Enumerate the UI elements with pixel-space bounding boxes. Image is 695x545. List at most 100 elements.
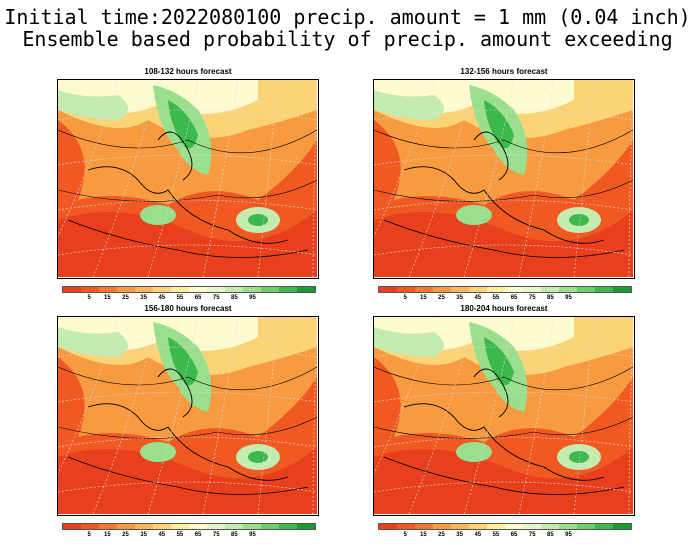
colorbar-label: 25 xyxy=(122,532,129,538)
subtitle: Ensemble based probability of precip. am… xyxy=(22,27,673,51)
colorbar-label: 45 xyxy=(158,295,166,301)
forecast-panel-156-180: 156-180 hours forecast 5 15 25 35 45 55 65 75 85… xyxy=(57,304,319,544)
colorbar-swatch xyxy=(297,524,315,529)
colorbar-label: 55 xyxy=(176,295,184,301)
colorbar-swatch xyxy=(487,524,505,529)
colorbar-swatch xyxy=(613,287,631,292)
colorbar-label: 45 xyxy=(158,532,166,538)
colorbar xyxy=(378,286,632,293)
forecast-panel-180-204: 180-204 hours forecast 5 15 25 35 45 55 65 75 85… xyxy=(373,304,635,544)
probability-map xyxy=(373,79,635,279)
colorbar-label: 5 xyxy=(87,532,91,538)
colorbar-labels: 5 15 25 35 45 55 65 75 85 95 xyxy=(378,532,632,540)
colorbar-swatch xyxy=(189,524,207,529)
colorbar-swatch xyxy=(595,287,613,292)
probability-map xyxy=(373,316,635,516)
colorbar-swatch xyxy=(171,524,189,529)
colorbar-label: 65 xyxy=(194,532,202,538)
colorbar-label: 95 xyxy=(565,295,572,301)
colorbar-swatch xyxy=(379,524,397,529)
colorbar xyxy=(62,286,316,293)
panel-title: 108-132 hours forecast xyxy=(144,67,232,76)
colorbar-swatch xyxy=(261,524,279,529)
colorbar-swatch xyxy=(559,287,577,292)
probability-map xyxy=(57,79,319,279)
colorbar-label: 85 xyxy=(231,532,238,538)
colorbar xyxy=(378,523,632,530)
colorbar-swatch xyxy=(415,524,433,529)
colorbar-swatch xyxy=(63,287,81,292)
colorbar-label: 95 xyxy=(565,532,572,538)
colorbar-labels: 5 15 25 35 45 55 65 75 85 95 xyxy=(62,295,316,303)
colorbar-label: 65 xyxy=(510,295,518,301)
colorbar-swatch xyxy=(261,287,279,292)
colorbar-swatch xyxy=(505,524,523,529)
colorbar-label: 85 xyxy=(231,295,238,301)
colorbar-swatch xyxy=(135,287,153,292)
colorbar-label: 55 xyxy=(492,532,500,538)
colorbar-swatch xyxy=(523,287,541,292)
colorbar-swatch xyxy=(451,524,469,529)
colorbar-swatch xyxy=(243,287,261,292)
colorbar-label: 35 xyxy=(140,532,147,538)
colorbar-label: 75 xyxy=(528,295,536,301)
colorbar-swatch xyxy=(279,524,297,529)
colorbar-swatch xyxy=(225,524,243,529)
colorbar-swatch xyxy=(99,524,117,529)
colorbar-swatch xyxy=(243,524,261,529)
colorbar-label: 45 xyxy=(474,295,482,301)
colorbar-swatch xyxy=(207,287,225,292)
colorbar-swatch xyxy=(559,524,577,529)
colorbar-swatch xyxy=(487,287,505,292)
colorbar-swatch xyxy=(505,287,523,292)
colorbar-label: 35 xyxy=(456,295,463,301)
colorbar-swatch xyxy=(577,287,595,292)
colorbar-swatch xyxy=(397,524,415,529)
colorbar-swatch xyxy=(415,287,433,292)
colorbar-label: 85 xyxy=(547,532,554,538)
colorbar-label: 55 xyxy=(492,295,500,301)
forecast-panel-108-132: 108-132 hours forecast 5 15 25 35 45 55 65 75 85… xyxy=(57,67,319,307)
colorbar-swatch xyxy=(153,524,171,529)
colorbar-label: 5 xyxy=(403,295,407,301)
colorbar-label: 15 xyxy=(420,532,427,538)
colorbar-swatch xyxy=(81,287,99,292)
colorbar-swatch xyxy=(297,287,315,292)
colorbar-label: 95 xyxy=(249,295,256,301)
colorbar-swatch xyxy=(81,524,99,529)
colorbar-label: 65 xyxy=(510,532,518,538)
colorbar-label: 85 xyxy=(547,295,554,301)
colorbar-label: 75 xyxy=(528,532,536,538)
colorbar-swatch xyxy=(613,524,631,529)
colorbar-swatch xyxy=(225,287,243,292)
colorbar-swatch xyxy=(135,524,153,529)
colorbar-swatch xyxy=(189,287,207,292)
colorbar-label: 65 xyxy=(194,295,202,301)
colorbar-label: 25 xyxy=(438,295,445,301)
colorbar-swatch xyxy=(63,524,81,529)
colorbar-swatch xyxy=(469,524,487,529)
colorbar-label: 15 xyxy=(104,295,111,301)
colorbar-swatch xyxy=(171,287,189,292)
colorbar-swatch xyxy=(541,524,559,529)
colorbar-swatch xyxy=(433,524,451,529)
colorbar-label: 15 xyxy=(420,295,427,301)
colorbar-label: 35 xyxy=(140,295,147,301)
colorbar-swatch xyxy=(469,287,487,292)
colorbar xyxy=(62,523,316,530)
colorbar-label: 5 xyxy=(403,532,407,538)
colorbar-swatch xyxy=(99,287,117,292)
colorbar-swatch xyxy=(541,287,559,292)
colorbar-swatch xyxy=(117,287,135,292)
colorbar-label: 35 xyxy=(456,532,463,538)
probability-map xyxy=(57,316,319,516)
colorbar-label: 45 xyxy=(474,532,482,538)
colorbar-swatch xyxy=(451,287,469,292)
colorbar-swatch xyxy=(577,524,595,529)
colorbar-swatch xyxy=(207,524,225,529)
colorbar-label: 75 xyxy=(212,532,220,538)
colorbar-label: 25 xyxy=(438,532,445,538)
colorbar-swatch xyxy=(117,524,135,529)
colorbar-swatch xyxy=(397,287,415,292)
colorbar-swatch xyxy=(379,287,397,292)
